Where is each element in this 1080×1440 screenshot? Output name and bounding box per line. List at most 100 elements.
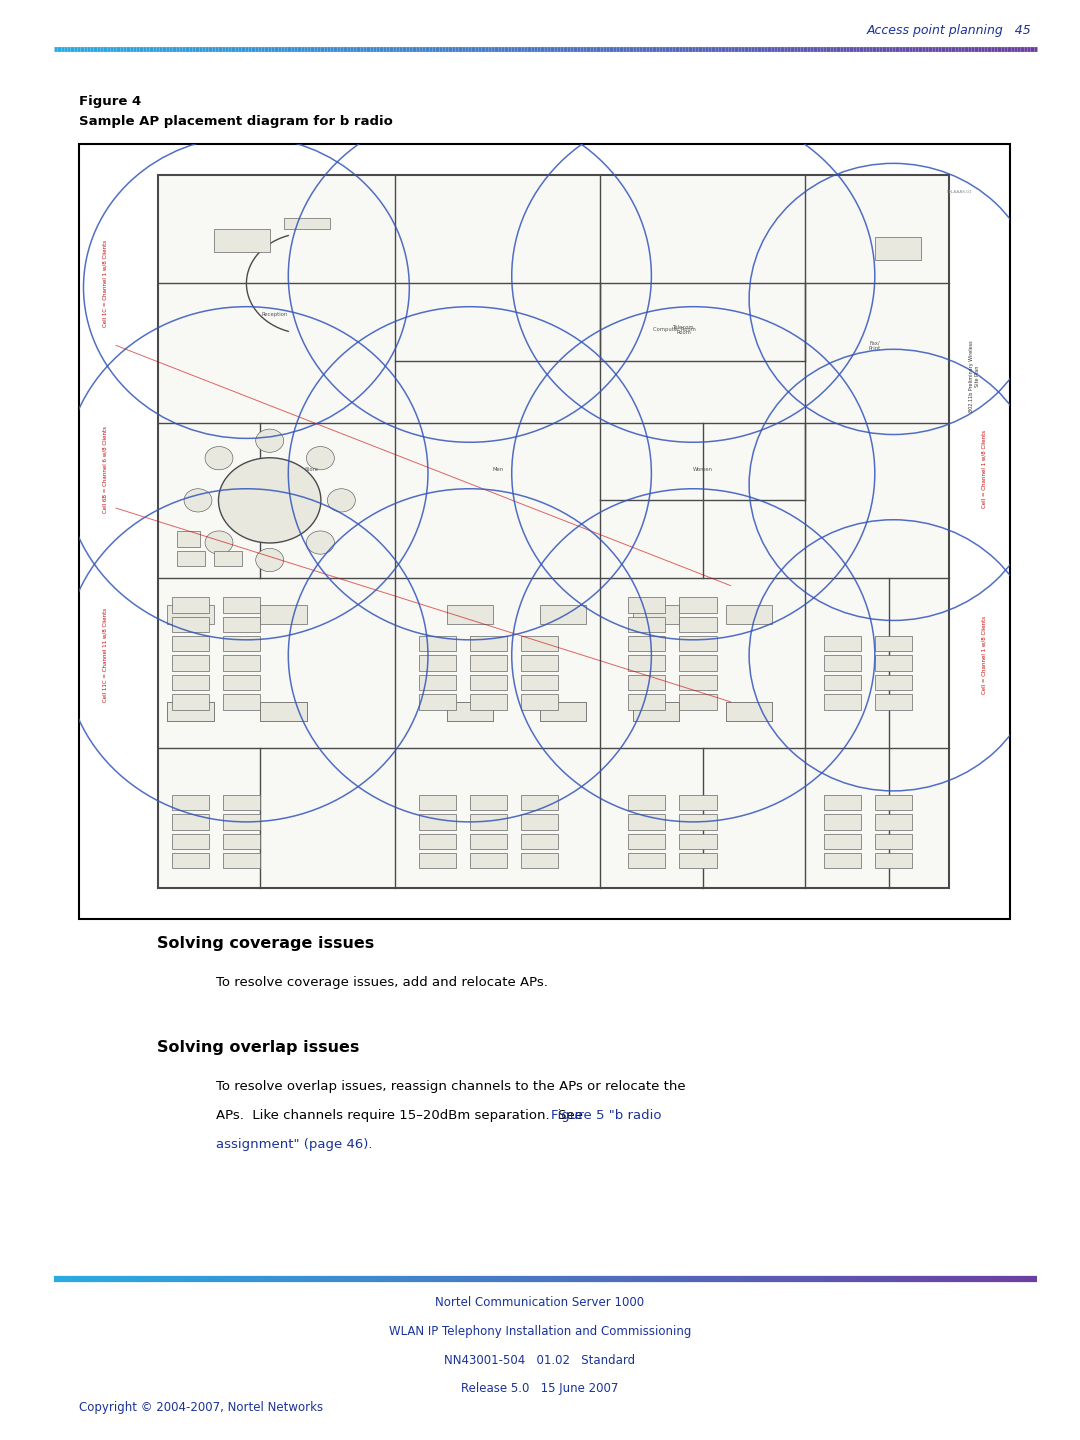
Bar bbox=[172, 675, 210, 690]
Text: Figure 4: Figure 4 bbox=[79, 95, 141, 108]
Bar bbox=[875, 694, 912, 710]
Bar bbox=[167, 605, 214, 625]
Text: assignment" (page 46).: assignment" (page 46). bbox=[216, 1138, 373, 1151]
Bar bbox=[470, 795, 508, 811]
Bar bbox=[521, 814, 558, 829]
Bar bbox=[177, 531, 200, 547]
Circle shape bbox=[184, 488, 212, 513]
Text: Sample AP placement diagram for b radio: Sample AP placement diagram for b radio bbox=[79, 115, 393, 128]
Text: Reception: Reception bbox=[261, 312, 287, 317]
Bar bbox=[875, 636, 912, 651]
Bar bbox=[875, 675, 912, 690]
Bar bbox=[629, 655, 665, 671]
Bar bbox=[875, 238, 921, 261]
Circle shape bbox=[205, 531, 233, 554]
Bar bbox=[446, 701, 494, 721]
Bar bbox=[540, 605, 586, 625]
Circle shape bbox=[205, 446, 233, 469]
Text: Cell 1C = Channel 1 w/8 Clients: Cell 1C = Channel 1 w/8 Clients bbox=[103, 240, 107, 327]
Circle shape bbox=[307, 446, 335, 469]
Bar bbox=[260, 701, 307, 721]
Bar bbox=[470, 675, 508, 690]
Bar bbox=[521, 675, 558, 690]
Bar bbox=[224, 852, 260, 868]
Bar bbox=[679, 694, 716, 710]
Bar bbox=[224, 834, 260, 850]
Bar bbox=[824, 814, 861, 829]
Bar bbox=[633, 701, 679, 721]
Bar bbox=[470, 834, 508, 850]
Bar bbox=[224, 814, 260, 829]
Bar bbox=[521, 694, 558, 710]
Text: NN43001-504   01.02   Standard: NN43001-504 01.02 Standard bbox=[445, 1354, 635, 1367]
Bar bbox=[633, 605, 679, 625]
Text: 802.11b Preliminary Wireless
Site Plan: 802.11b Preliminary Wireless Site Plan bbox=[969, 341, 980, 412]
Bar bbox=[224, 636, 260, 651]
Bar bbox=[540, 701, 586, 721]
Bar bbox=[260, 605, 307, 625]
Bar bbox=[172, 795, 210, 811]
Bar bbox=[824, 834, 861, 850]
Bar bbox=[158, 176, 949, 887]
Bar bbox=[679, 598, 716, 612]
Text: NN-AAAS-01: NN-AAAS-01 bbox=[947, 190, 973, 194]
Text: Release 5.0   15 June 2007: Release 5.0 15 June 2007 bbox=[461, 1382, 619, 1395]
Bar bbox=[521, 655, 558, 671]
Bar bbox=[470, 814, 508, 829]
Bar bbox=[214, 229, 270, 252]
Bar bbox=[875, 852, 912, 868]
Text: To resolve overlap issues, reassign channels to the APs or relocate the: To resolve overlap issues, reassign chan… bbox=[216, 1080, 686, 1093]
Bar bbox=[824, 636, 861, 651]
Text: Cell 6B = Channel 6 w/8 Clients: Cell 6B = Channel 6 w/8 Clients bbox=[103, 426, 107, 513]
Bar bbox=[419, 795, 456, 811]
Bar bbox=[470, 655, 508, 671]
Bar bbox=[224, 655, 260, 671]
Bar bbox=[679, 795, 716, 811]
Bar bbox=[629, 694, 665, 710]
Circle shape bbox=[256, 549, 284, 572]
Text: Cell = Channel 1 w/8 Clients: Cell = Channel 1 w/8 Clients bbox=[982, 616, 986, 694]
Text: Cell 11C = Channel 11 w/8 Clients: Cell 11C = Channel 11 w/8 Clients bbox=[103, 608, 107, 703]
Text: Cell = Channel 1 w/8 Clients: Cell = Channel 1 w/8 Clients bbox=[982, 431, 986, 508]
Bar bbox=[679, 636, 716, 651]
Bar bbox=[629, 675, 665, 690]
Text: Fax/
Print: Fax/ Print bbox=[868, 340, 881, 351]
Circle shape bbox=[218, 458, 321, 543]
Bar bbox=[679, 814, 716, 829]
Bar bbox=[824, 694, 861, 710]
Bar bbox=[224, 616, 260, 632]
Bar bbox=[726, 605, 772, 625]
Text: To resolve coverage issues, add and relocate APs.: To resolve coverage issues, add and relo… bbox=[216, 976, 548, 989]
Bar bbox=[177, 550, 204, 566]
Text: Solving coverage issues: Solving coverage issues bbox=[157, 936, 374, 950]
Text: Women: Women bbox=[692, 467, 713, 472]
Bar bbox=[419, 814, 456, 829]
Bar bbox=[679, 655, 716, 671]
Bar bbox=[172, 814, 210, 829]
Bar bbox=[470, 636, 508, 651]
Circle shape bbox=[327, 488, 355, 513]
Bar bbox=[679, 616, 716, 632]
Bar bbox=[446, 605, 494, 625]
Bar bbox=[875, 834, 912, 850]
Text: Store: Store bbox=[305, 467, 319, 472]
Bar bbox=[726, 701, 772, 721]
Bar bbox=[629, 814, 665, 829]
Bar bbox=[470, 852, 508, 868]
Bar bbox=[726, 701, 772, 721]
Bar bbox=[167, 701, 214, 721]
Bar bbox=[172, 694, 210, 710]
Text: Access point planning   45: Access point planning 45 bbox=[866, 24, 1031, 37]
Text: Computer Room: Computer Room bbox=[653, 327, 697, 333]
Bar bbox=[824, 852, 861, 868]
Bar bbox=[172, 834, 210, 850]
Bar bbox=[224, 795, 260, 811]
Bar bbox=[875, 814, 912, 829]
Bar bbox=[470, 694, 508, 710]
Bar bbox=[79, 144, 1010, 919]
Bar bbox=[679, 852, 716, 868]
Bar bbox=[419, 636, 456, 651]
Text: Figure 5 "b radio: Figure 5 "b radio bbox=[551, 1109, 661, 1122]
Circle shape bbox=[307, 531, 335, 554]
Text: Solving overlap issues: Solving overlap issues bbox=[157, 1040, 359, 1054]
